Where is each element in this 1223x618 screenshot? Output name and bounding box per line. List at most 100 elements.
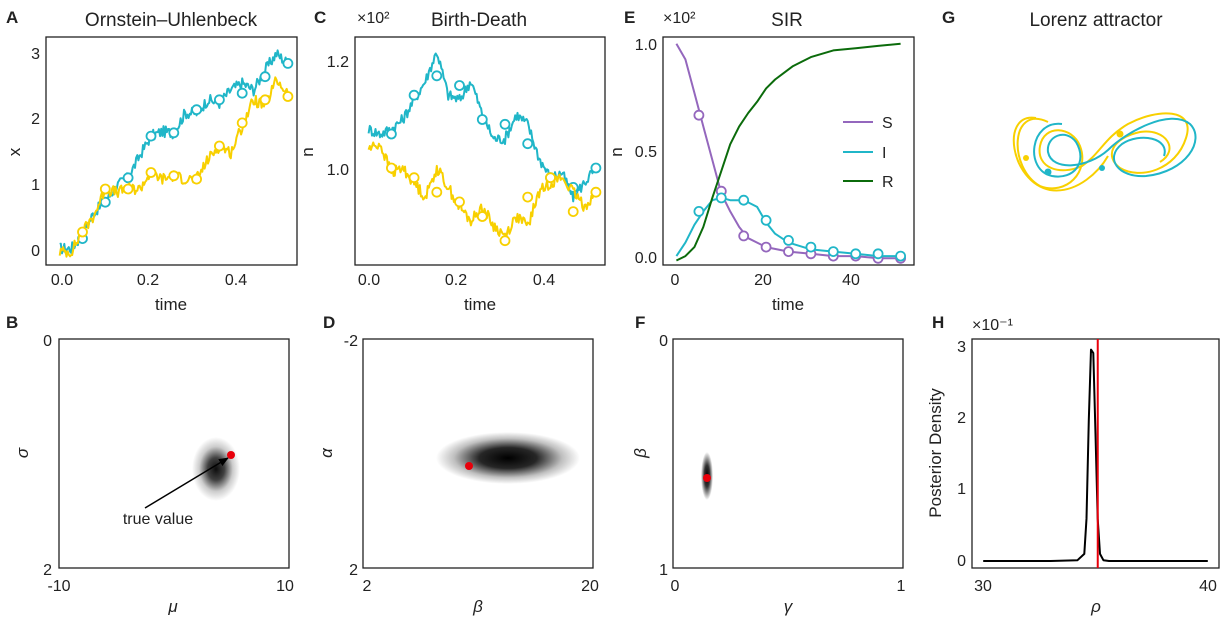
posterior-density	[192, 437, 240, 501]
true-value-marker	[227, 451, 235, 459]
axis-multiplier: ×10⁻¹	[972, 317, 1013, 334]
data-point	[145, 130, 157, 142]
data-point	[213, 94, 225, 106]
heatmap-background	[673, 339, 903, 568]
x-tick-label: 0	[671, 272, 680, 289]
y-tick-label: 2	[31, 111, 40, 128]
trajectory-marker	[1023, 155, 1029, 161]
y-tick-label: -2	[344, 333, 358, 350]
data-point	[545, 172, 556, 184]
plot-area	[675, 42, 906, 264]
x-axis-label: time	[772, 295, 804, 314]
y-tick-label: 1	[659, 562, 668, 579]
data-point	[213, 140, 225, 152]
panel-f: F 0 1 0 1 γ β	[631, 313, 906, 616]
data-point	[590, 186, 602, 198]
axis-multiplier: ×10²	[357, 10, 390, 27]
plot-area	[367, 52, 602, 247]
data-point	[872, 248, 884, 260]
x-axis-label: time	[464, 295, 496, 314]
plot-frame	[362, 338, 594, 569]
trajectory-cyan	[1033, 117, 1197, 178]
data-point	[122, 172, 134, 184]
data-point	[522, 191, 534, 203]
y-axis-label: α	[317, 447, 336, 458]
data-point	[476, 114, 488, 125]
data-point	[895, 250, 906, 262]
data-point	[499, 118, 511, 130]
chart-title: Lorenz attractor	[1029, 10, 1163, 31]
y-tick-label: 1	[31, 177, 40, 194]
panel-h: H ×10⁻¹ 30 40 0 1 2 3 ρ Posterior Densit…	[926, 313, 1220, 616]
y-tick-label: 0.0	[635, 250, 657, 267]
y-tick-label: 2	[349, 562, 358, 579]
data-point	[760, 214, 772, 226]
x-tick-label: 0.2	[445, 272, 467, 289]
data-point	[693, 205, 705, 217]
series-line-yellow	[367, 141, 597, 241]
plot-area	[58, 49, 294, 258]
plot-frame	[672, 338, 904, 569]
data-point	[590, 162, 602, 174]
y-tick-label: 2	[43, 562, 52, 579]
data-point	[738, 194, 750, 206]
plot-frame	[662, 36, 915, 266]
data-point	[259, 71, 271, 83]
panel-e: E ×10² SIR S I R 0 20 40 0.0 0.5 1.0 tim…	[607, 8, 915, 314]
x-tick-label: 2	[363, 578, 372, 595]
x-tick-label: 20	[754, 272, 772, 289]
axis-multiplier: ×10²	[663, 10, 696, 27]
data-point	[431, 186, 443, 198]
x-tick-label: 0	[671, 578, 680, 595]
x-tick-label: 0.0	[358, 272, 380, 289]
y-axis-label: Posterior Density	[926, 388, 945, 518]
data-point	[282, 58, 294, 69]
chart-title: Birth-Death	[431, 10, 527, 31]
trajectory-marker	[1044, 168, 1052, 176]
data-point	[99, 183, 111, 195]
data-point	[99, 196, 111, 208]
data-point	[783, 234, 794, 246]
legend-label: R	[882, 174, 894, 191]
panel-g: G Lorenz attractor	[942, 8, 1197, 192]
y-axis-label: n	[298, 147, 317, 156]
x-tick-label: 0.0	[51, 272, 73, 289]
y-tick-label: 1.2	[327, 54, 349, 71]
data-point	[827, 246, 839, 258]
posterior-density	[436, 432, 580, 484]
y-tick-label: 1.0	[327, 162, 349, 179]
panel-d: D 2 20 -2 2 β α	[317, 313, 599, 616]
x-tick-label: 10	[276, 578, 294, 595]
y-tick-label: 0	[31, 243, 40, 260]
y-tick-label: 0	[43, 333, 52, 350]
y-tick-label: 0	[957, 553, 966, 570]
y-tick-label: 0	[659, 333, 668, 350]
chart-title: Ornstein–Uhlenbeck	[85, 10, 258, 31]
panel-b: B true value -10 10 0 2 μ σ	[6, 313, 294, 616]
plot-frame	[45, 36, 298, 266]
chart-title: SIR	[771, 10, 803, 31]
trajectory-yellow	[1016, 112, 1189, 190]
x-tick-label: 1	[897, 578, 906, 595]
x-axis-label: β	[472, 597, 483, 616]
x-tick-label: 0.4	[533, 272, 555, 289]
plot-frame	[971, 338, 1220, 569]
heatmap-background	[59, 339, 289, 568]
panel-letter: H	[932, 313, 944, 332]
data-point	[77, 226, 88, 238]
annotation-arrow	[144, 457, 229, 509]
y-tick-label: 2	[957, 410, 966, 427]
legend: S I R	[843, 115, 894, 191]
true-value-marker	[465, 462, 473, 470]
x-tick-label: 40	[1199, 578, 1217, 595]
series-line-r	[675, 42, 901, 262]
data-point	[715, 192, 727, 204]
panel-letter: G	[942, 8, 955, 27]
x-tick-label: 30	[974, 578, 992, 595]
series-line-yellow	[58, 76, 289, 258]
plot-frame	[354, 36, 606, 266]
panel-letter: B	[6, 313, 18, 332]
data-point	[805, 241, 817, 253]
data-point	[282, 91, 294, 102]
